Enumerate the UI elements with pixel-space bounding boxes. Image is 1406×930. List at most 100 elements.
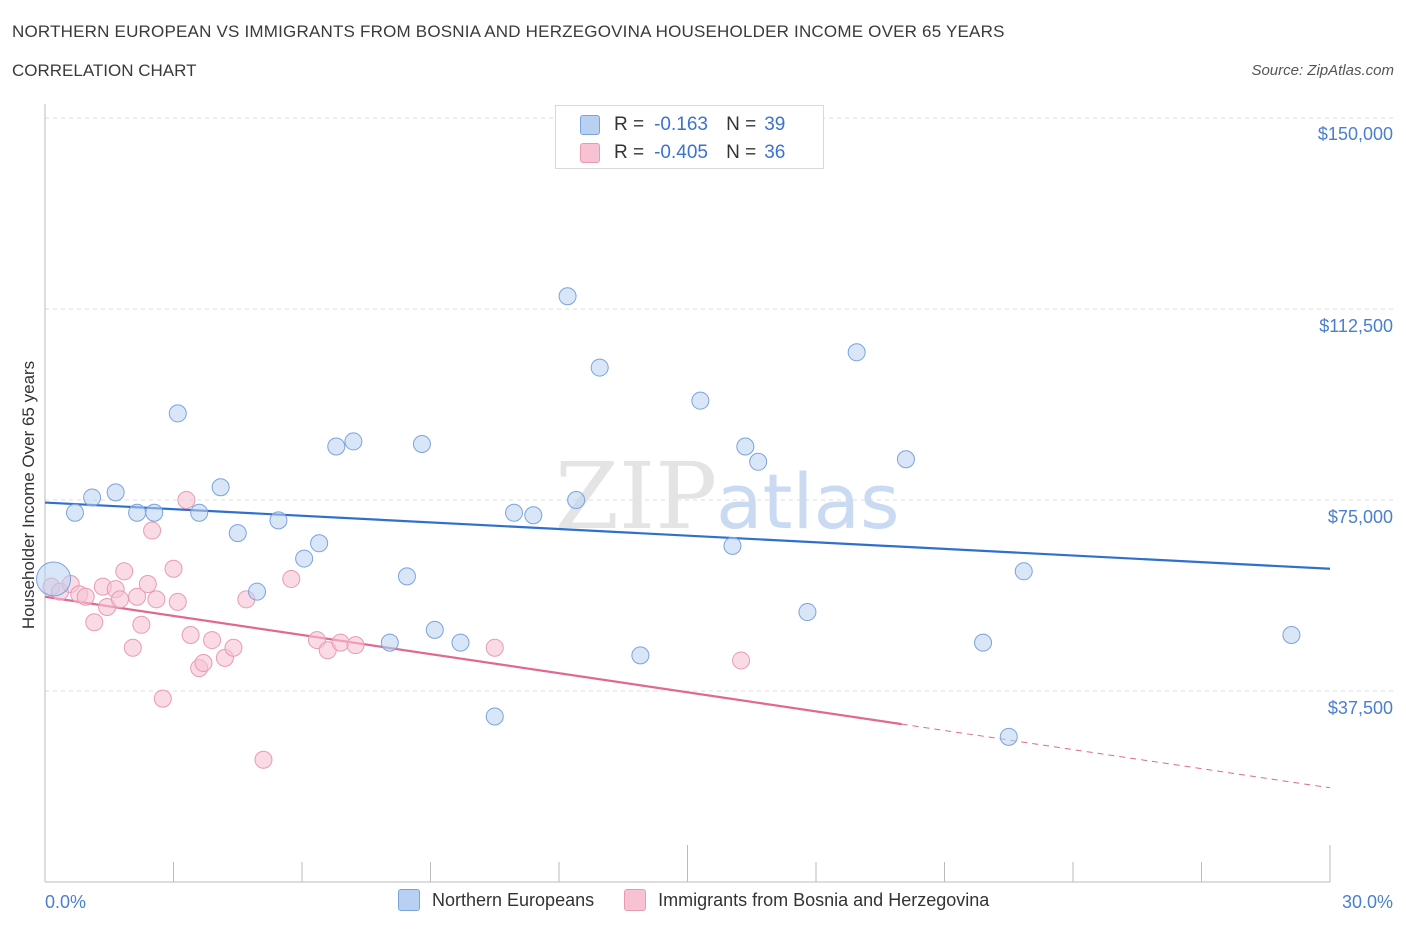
legend-r-value: -0.405 [654,142,708,163]
source-label: Source: ZipAtlas.com [1251,62,1394,79]
point-bosnia [168,592,187,611]
point-bosnia [85,613,104,632]
point-bosnia [153,689,172,708]
stats-legend: R = -0.163 N = 39 R = -0.405 N = 36 [555,105,824,169]
point-northern-european [736,437,755,456]
legend-n-value: 36 [764,142,786,163]
chart-subtitle: CORRELATION CHART [12,61,197,80]
point-northern-european [397,567,416,586]
point-northern-european [36,561,72,597]
point-bosnia [203,631,222,650]
point-northern-european [168,404,187,423]
point-northern-european [327,437,346,456]
y-axis-label: Householder Income Over 65 years [19,361,38,629]
point-bosnia [331,633,350,652]
point-northern-european [145,503,164,522]
point-northern-european [558,287,577,306]
point-bosnia [194,653,213,672]
y-tick-label-75000: $75,000 [1328,507,1393,527]
point-bosnia [732,651,751,670]
axis-labels: $150,000 $112,500 $75,000 $37,500 0.0% 3… [19,124,1393,912]
legend-n-value: 39 [764,114,786,135]
point-northern-european [723,536,742,555]
chart-title: NORTHERN EUROPEAN VS IMMIGRANTS FROM BOS… [12,22,1005,41]
point-northern-european [691,391,710,410]
point-northern-european [228,524,247,543]
point-northern-european [631,646,650,665]
watermark-atlas: atlas [716,457,900,546]
point-northern-european [485,707,504,726]
point-northern-european [451,633,470,652]
point-northern-european [248,582,267,601]
legend-swatch-blue [580,115,600,135]
point-northern-european [1282,625,1301,644]
point-bosnia [138,575,157,594]
point-bosnia [123,638,142,657]
data-points [36,287,1301,769]
point-northern-european [344,432,363,451]
point-bosnia [177,491,196,509]
legend-n-label: N = [726,142,757,163]
point-northern-european [269,511,288,530]
point-bosnia [143,521,162,540]
point-bosnia [132,615,151,634]
point-northern-european [310,534,329,553]
trend-line-bosnia [44,595,902,726]
series-legend-label: Northern Europeans [432,889,595,910]
x-tick-label-min: 0.0% [45,892,86,912]
point-northern-european [380,633,399,652]
legend-swatch-blue [398,889,420,911]
point-northern-european [590,358,609,377]
point-northern-european [211,478,230,497]
point-northern-european [798,603,817,622]
series-legend: Northern Europeans Immigrants from Bosni… [398,889,1019,911]
legend-row-northern-europeans: R = -0.163 N = 39 [580,113,785,137]
point-northern-european [749,452,768,471]
point-northern-european [106,483,125,502]
watermark: ZIP atlas [555,443,900,550]
point-northern-european [128,503,147,522]
point-northern-european [295,549,314,568]
x-tick-label-max: 30.0% [1342,892,1393,912]
legend-r-label: R = [614,142,645,163]
point-northern-european [1014,562,1033,581]
point-bosnia [164,559,183,578]
axes [44,104,1331,883]
series-legend-item-bosnia[interactable]: Immigrants from Bosnia and Herzegovina [624,889,989,911]
legend-swatch-pink [624,889,647,911]
legend-r-label: R = [614,114,645,135]
point-bosnia [224,638,243,657]
point-bosnia [485,638,504,657]
point-northern-european [65,503,84,522]
point-northern-european [412,434,431,453]
point-northern-european [999,727,1018,746]
legend-n-label: N = [726,114,757,135]
point-bosnia [254,750,273,769]
trend-line-northern-europeans [44,501,1331,570]
point-bosnia [128,587,147,606]
point-northern-european [505,503,524,522]
point-northern-european [567,491,586,509]
point-bosnia [346,636,365,655]
point-bosnia [282,569,301,588]
trend-line-bosnia-extrapolated [901,723,1331,789]
point-bosnia [181,625,200,644]
point-northern-european [83,488,102,507]
point-bosnia [110,590,129,609]
point-northern-european [425,620,444,639]
point-northern-european [847,343,866,362]
y-tick-label-112500: $112,500 [1319,316,1393,336]
legend-row-bosnia: R = -0.405 N = 36 [580,141,785,165]
series-legend-item-northern-europeans[interactable]: Northern Europeans [398,889,594,911]
trend-lines [44,501,1331,789]
point-bosnia [147,590,166,609]
point-northern-european [190,503,209,522]
y-tick-label-37500: $37,500 [1328,698,1393,718]
legend-swatch-pink [580,143,600,163]
point-northern-european [896,450,915,469]
point-northern-european [974,633,993,652]
y-tick-label-150000: $150,000 [1318,124,1393,144]
series-legend-label: Immigrants from Bosnia and Herzegovina [658,889,990,910]
point-bosnia [76,587,95,606]
legend-r-value: -0.163 [654,114,708,135]
